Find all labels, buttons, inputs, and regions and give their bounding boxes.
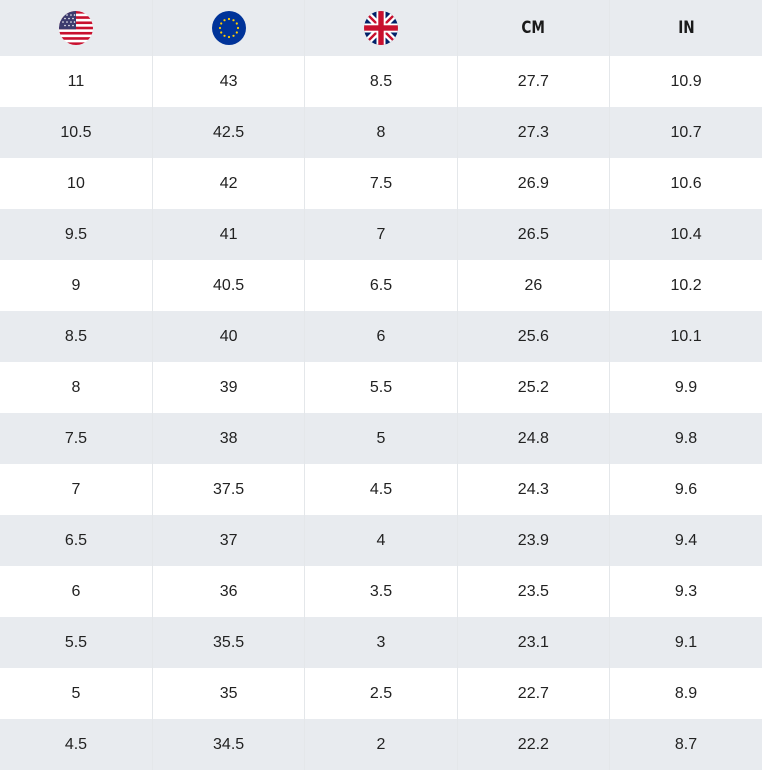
cm-cell: 25.2 xyxy=(457,362,611,413)
table-row: 9.5 41 7 26.5 10.4 xyxy=(0,209,762,260)
in-cell: 9.1 xyxy=(674,633,698,651)
uk-size-cell: 3.5 xyxy=(304,566,458,617)
eu-size-cell: 43 xyxy=(152,56,306,107)
eu-size-cell: 39 xyxy=(152,362,306,413)
table-row: 8.5 40 6 25.6 10.1 xyxy=(0,311,762,362)
table-row: 6 36 3.5 23.5 9.3 xyxy=(0,566,762,617)
in-cell: 10.4 xyxy=(670,225,702,243)
us-size-cell: 9 xyxy=(0,260,153,311)
in-cell: 9.9 xyxy=(674,378,698,396)
eu-flag-icon xyxy=(211,11,246,45)
cm-cell: 27.7 xyxy=(457,56,611,107)
cm-cell: 23.1 xyxy=(457,617,611,668)
table-row: 7 37.5 4.5 24.3 9.6 xyxy=(0,464,762,515)
table-row: 10 42 7.5 26.9 10.6 xyxy=(0,158,762,209)
us-size-cell: 8 xyxy=(0,362,153,413)
cm-cell: 25.6 xyxy=(457,311,611,362)
eu-size-cell: 37 xyxy=(152,515,306,566)
cm-cell: 27.3 xyxy=(457,107,611,158)
table-row: 9 40.5 6.5 26 10.2 xyxy=(0,260,762,311)
us-size-cell: 8.5 xyxy=(0,311,153,362)
eu-size-cell: 37.5 xyxy=(152,464,306,515)
table-row: 7.5 38 5 24.8 9.8 xyxy=(0,413,762,464)
eu-size-cell: 42 xyxy=(152,158,306,209)
cm-cell: 26.5 xyxy=(457,209,611,260)
uk-size-cell: 4 xyxy=(304,515,458,566)
in-cell: 10.7 xyxy=(670,123,702,141)
uk-size-cell: 3 xyxy=(304,617,458,668)
uk-size-cell: 5 xyxy=(304,413,458,464)
us-size-cell: 10 xyxy=(0,158,153,209)
table-row: 6.5 37 4 23.9 9.4 xyxy=(0,515,762,566)
uk-size-cell: 5.5 xyxy=(304,362,458,413)
cm-cell: 26 xyxy=(457,260,611,311)
table-row: 8 39 5.5 25.2 9.9 xyxy=(0,362,762,413)
header-uk xyxy=(304,0,458,56)
us-flag-icon xyxy=(58,11,93,45)
uk-size-cell: 6 xyxy=(304,311,458,362)
eu-size-cell: 36 xyxy=(152,566,306,617)
cm-cell: 22.2 xyxy=(457,719,611,770)
eu-size-cell: 41 xyxy=(152,209,306,260)
cm-cell: 22.7 xyxy=(457,668,611,719)
in-cell: 10.1 xyxy=(670,327,702,345)
us-size-cell: 6.5 xyxy=(0,515,153,566)
table-row: 5 35 2.5 22.7 8.9 xyxy=(0,668,762,719)
eu-size-cell: 42.5 xyxy=(152,107,306,158)
us-size-cell: 5 xyxy=(0,668,153,719)
table-row: 11 43 8.5 27.7 10.9 xyxy=(0,56,762,107)
uk-size-cell: 6.5 xyxy=(304,260,458,311)
header-eu xyxy=(152,0,306,56)
header-cm: CM xyxy=(472,0,595,56)
in-cell: 9.3 xyxy=(674,582,698,600)
in-cell: 10.6 xyxy=(670,174,702,192)
table-header-row: CM IN xyxy=(0,0,762,56)
uk-size-cell: 8.5 xyxy=(304,56,458,107)
in-cell: 9.6 xyxy=(674,480,698,498)
eu-size-cell: 40 xyxy=(152,311,306,362)
us-size-cell: 4.5 xyxy=(0,719,153,770)
cm-cell: 26.9 xyxy=(457,158,611,209)
us-size-cell: 5.5 xyxy=(0,617,153,668)
eu-size-cell: 38 xyxy=(152,413,306,464)
uk-size-cell: 7 xyxy=(304,209,458,260)
us-size-cell: 7.5 xyxy=(0,413,153,464)
in-cell: 8.7 xyxy=(674,735,698,753)
eu-size-cell: 35 xyxy=(152,668,306,719)
cm-cell: 23.9 xyxy=(457,515,611,566)
cm-cell: 24.8 xyxy=(457,413,611,464)
uk-size-cell: 2.5 xyxy=(304,668,458,719)
cm-cell: 23.5 xyxy=(457,566,611,617)
us-size-cell: 10.5 xyxy=(0,107,153,158)
cm-cell: 24.3 xyxy=(457,464,611,515)
in-cell: 10.9 xyxy=(670,72,702,90)
in-cell: 10.2 xyxy=(670,276,702,294)
header-us xyxy=(0,0,153,56)
in-cell: 8.9 xyxy=(674,684,698,702)
us-size-cell: 11 xyxy=(0,56,153,107)
us-size-cell: 7 xyxy=(0,464,153,515)
in-cell: 9.4 xyxy=(674,531,698,549)
uk-flag-icon xyxy=(363,11,398,45)
eu-size-cell: 34.5 xyxy=(152,719,306,770)
eu-size-cell: 40.5 xyxy=(152,260,306,311)
header-in: IN xyxy=(677,18,695,38)
us-size-cell: 9.5 xyxy=(0,209,153,260)
table-body: 11 43 8.5 27.7 10.9 10.5 42.5 8 27.3 10.7 10 42 7.5 2… xyxy=(0,56,762,770)
in-cell: 9.8 xyxy=(674,429,698,447)
table-row: 4.5 34.5 2 22.2 8.7 xyxy=(0,719,762,770)
uk-size-cell: 8 xyxy=(304,107,458,158)
table-row: 5.5 35.5 3 23.1 9.1 xyxy=(0,617,762,668)
table-row: 10.5 42.5 8 27.3 10.7 xyxy=(0,107,762,158)
uk-size-cell: 4.5 xyxy=(304,464,458,515)
uk-size-cell: 7.5 xyxy=(304,158,458,209)
eu-size-cell: 35.5 xyxy=(152,617,306,668)
us-size-cell: 6 xyxy=(0,566,153,617)
uk-size-cell: 2 xyxy=(304,719,458,770)
